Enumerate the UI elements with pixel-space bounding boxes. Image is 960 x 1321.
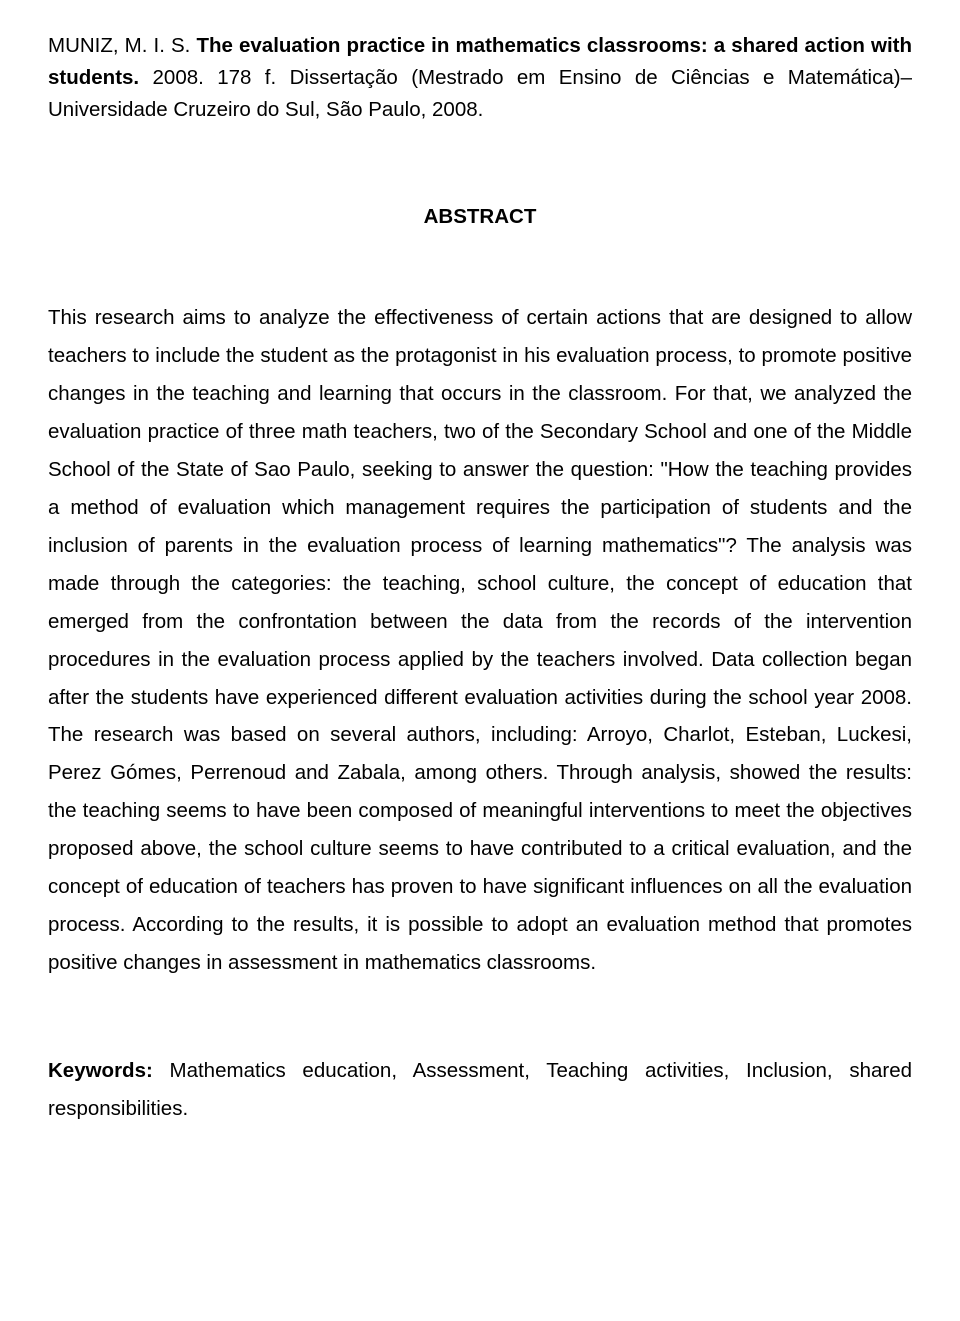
abstract-heading: ABSTRACT xyxy=(48,205,912,229)
keywords-label: Keywords: xyxy=(48,1059,153,1082)
citation: MUNIZ, M. I. S. The evaluation practice … xyxy=(48,30,912,125)
keywords: Keywords: Mathematics education, Assessm… xyxy=(48,1052,912,1128)
citation-author: MUNIZ, M. I. S. xyxy=(48,34,196,57)
keywords-text: Mathematics education, Assessment, Teach… xyxy=(48,1059,912,1120)
abstract-body: This research aims to analyze the effect… xyxy=(48,299,912,982)
citation-rest: 2008. 178 f. Dissertação (Mestrado em En… xyxy=(48,66,912,121)
